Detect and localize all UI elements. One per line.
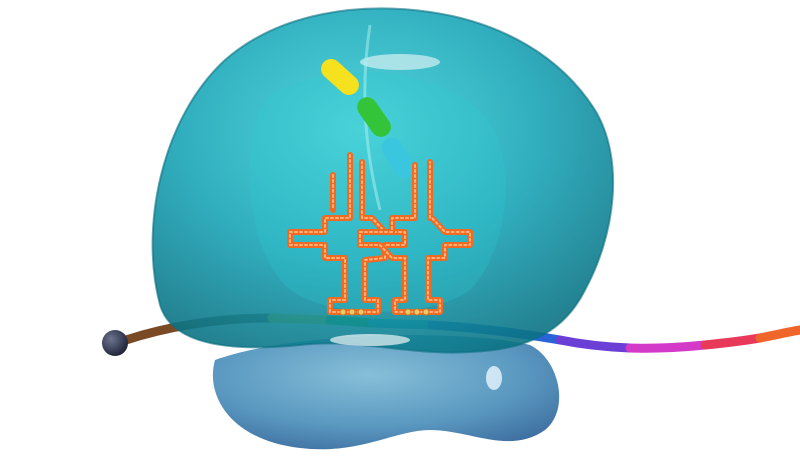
small-subunit-highlight (486, 366, 502, 390)
mrna-codon-magenta (625, 340, 710, 353)
large-subunit-rim (151, 7, 615, 354)
large-subunit-bottom-highlight (330, 334, 410, 346)
peptide-bead-yellow (321, 58, 359, 96)
peptide-bead-green (357, 97, 391, 137)
mrna-cap (102, 330, 128, 356)
large-subunit (152, 8, 614, 353)
small-subunit (212, 335, 560, 450)
mrna-codon-red (700, 333, 765, 350)
large-subunit-highlight (360, 54, 440, 70)
anticodon-dots (339, 308, 430, 316)
peptide-bead-cyan (381, 137, 415, 179)
mrna-codon-violet (555, 335, 635, 353)
peptide-chain (321, 58, 415, 179)
mrna-codon-orange (755, 325, 800, 343)
